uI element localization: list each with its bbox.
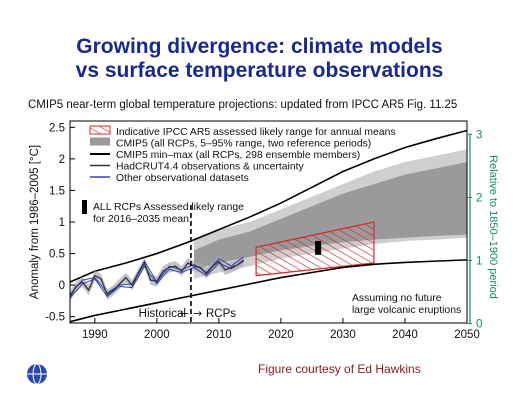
volcanic-annotation-line: Assuming no future — [352, 293, 442, 304]
x-tick-label: 2020 — [268, 329, 294, 341]
y-axis-label: Anomaly from 1986–2005 [°C] — [29, 145, 41, 299]
x-tick-label: 2050 — [454, 329, 480, 341]
y-tick-label: 2.5 — [49, 122, 65, 134]
x-tick-label: 1990 — [82, 329, 108, 341]
plot-area — [70, 129, 467, 323]
cmip5-inner-band — [194, 162, 467, 270]
y-tick-label: 0 — [59, 280, 65, 292]
legend-label: Other observational datasets — [116, 173, 249, 184]
y-right-tick-label: 3 — [476, 129, 482, 141]
assessed-likely-range — [255, 221, 375, 277]
x-tick-label: 2040 — [392, 329, 418, 341]
legend-swatch-gray — [90, 137, 110, 146]
right-arrow-icon: → — [193, 307, 202, 320]
cmip5-min-line — [70, 259, 467, 323]
bar-annotation-line: for 2016–2035 mean — [93, 214, 189, 225]
legend-swatch-hatch — [89, 125, 111, 135]
y-tick-label: 0.5 — [49, 249, 65, 261]
x-tick-label: 2000 — [144, 329, 170, 341]
legend-label: Indicative IPCC AR5 assessed likely rang… — [116, 127, 396, 138]
assessed-mean-bar — [315, 240, 322, 255]
y-tick-label: 2 — [59, 154, 65, 166]
cmip5-max-line — [70, 129, 467, 283]
x-tick-label: 2030 — [330, 329, 356, 341]
y-tick-label: 1.5 — [49, 185, 65, 197]
y-tick-label: -0.5 — [45, 312, 65, 324]
y-right-tick-label: 2 — [476, 192, 482, 204]
y-right-tick-label: 0 — [476, 319, 482, 331]
legend-label: HadCRUT4.4 observations & uncertainty — [116, 162, 305, 173]
y-right-axis-label: Relative to 1850–1900 period — [487, 155, 499, 299]
volcanic-annotation-line: large volcanic eruptions — [352, 305, 461, 316]
chart-title: CMIP5 near-term global temperature proje… — [28, 99, 458, 111]
historical-label: Historical — [139, 308, 186, 320]
left-arrow-icon: ← — [180, 307, 189, 320]
legend: Indicative IPCC AR5 assessed likely rang… — [89, 125, 396, 184]
hadcrut-line — [70, 259, 245, 297]
figure-credit: Figure courtesy of Ed Hawkins — [258, 362, 421, 376]
y-tick-label: 1 — [59, 217, 65, 229]
y-right-tick-label: 1 — [476, 256, 482, 268]
other-obs-line-1 — [70, 260, 244, 299]
globe-logo-icon — [27, 363, 47, 385]
slide-title-line1: Growing divergence: climate models — [76, 35, 443, 58]
x-tick-label: 2010 — [206, 329, 232, 341]
bar-annotation-line: ALL RCPs Assessed likely range — [93, 202, 244, 213]
bar-annotation-swatch — [82, 200, 87, 214]
legend-label: CMIP5 (all RCPs, 5–95% range, two refere… — [116, 139, 371, 150]
legend-label: CMIP5 min–max (all RCPs, 298 ensemble me… — [116, 150, 360, 161]
rcps-label: RCPs — [206, 308, 236, 320]
slide-title-line2: vs surface temperature observations — [75, 59, 444, 82]
